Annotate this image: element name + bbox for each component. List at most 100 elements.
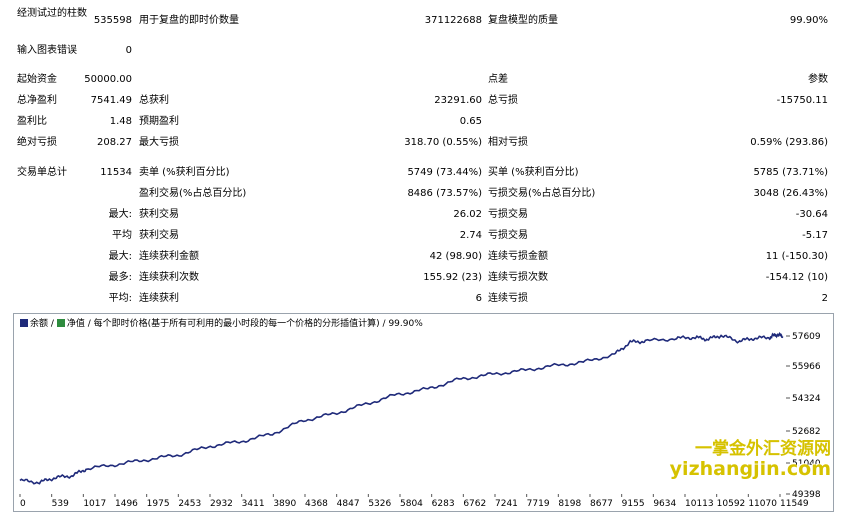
balance-chart-panel[interactable]: 余额 / 净值 / 每个即时价格(基于所有可利用的最小时段的每一个价格的分形插值… bbox=[13, 313, 834, 512]
x-tick-label: 9634 bbox=[653, 499, 676, 509]
y-tick-label: 57609 bbox=[792, 332, 821, 342]
x-tick-label: 6283 bbox=[432, 499, 455, 509]
y-tick-label: 55966 bbox=[792, 362, 821, 372]
quality-label: 复盘模型的质量 bbox=[488, 15, 558, 26]
watermark-line-2: yizhangjin.com bbox=[669, 458, 831, 480]
net-profit-value: 7541.49 bbox=[90, 95, 132, 106]
mismatch-value: 0 bbox=[125, 45, 132, 56]
max-consec-loss-count-label: 连续亏损次数 bbox=[488, 272, 548, 283]
stats-row-factor: 盈利比 1.48 预期盈利 0.65 bbox=[0, 111, 845, 132]
average-loss-label: 亏损交易 bbox=[488, 230, 528, 241]
initial-deposit-value: 50000.00 bbox=[84, 74, 132, 85]
balance-series-line bbox=[19, 331, 784, 485]
stats-row-average: 平均 获利交易 2.74 亏损交易 -5.17 bbox=[0, 225, 845, 246]
avg-prefix: 平均: bbox=[108, 293, 132, 304]
x-tick-label: 9155 bbox=[622, 499, 645, 509]
x-tick-label: 8198 bbox=[558, 499, 581, 509]
y-tick-label: 51040 bbox=[792, 459, 821, 469]
stats-row-largest: 最大: 获利交易 26.02 亏损交易 -30.64 bbox=[0, 204, 845, 225]
max-consec-wins-money-value: 42 (98.90) bbox=[429, 251, 482, 262]
x-tick-label: 5804 bbox=[400, 499, 423, 509]
largest-profit-value: 26.02 bbox=[453, 209, 482, 220]
summary-row-2: 输入图表错误 0 bbox=[0, 40, 845, 61]
expected-payoff-label: 预期盈利 bbox=[139, 116, 179, 127]
stats-row-drawdown: 绝对亏损 208.27 最大亏损 318.70 (0.55%) 相对亏损 0.5… bbox=[0, 132, 845, 153]
stats-row-most-consec: 最多: 连续获利次数 155.92 (23) 连续亏损次数 -154.12 (1… bbox=[0, 267, 845, 288]
profit-trades-value: 8486 (73.57%) bbox=[407, 188, 482, 199]
gross-profit-value: 23291.60 bbox=[434, 95, 482, 106]
legend-sep-3: / bbox=[382, 319, 386, 329]
short-label: 卖单 (%获利百分比) bbox=[139, 167, 230, 178]
stats-row-profit-trades: 盈利交易(%占总百分比) 8486 (73.57%) 亏损交易(%占总百分比) … bbox=[0, 183, 845, 204]
largest-loss-value: -30.64 bbox=[795, 209, 828, 220]
x-tick-label: 1017 bbox=[83, 499, 106, 509]
y-tick-label: 52682 bbox=[792, 427, 821, 437]
profit-factor-label: 盈利比 bbox=[17, 116, 47, 127]
max-drawdown-value: 318.70 (0.55%) bbox=[404, 137, 482, 148]
initial-deposit-label: 起始资金 bbox=[17, 74, 57, 85]
max-consec-loss-count-value: -154.12 (10) bbox=[765, 272, 828, 283]
x-tick-label: 7719 bbox=[527, 499, 550, 509]
max-consec-wins-money-label: 连续获利金额 bbox=[139, 251, 199, 262]
avg-consec-losses-value: 2 bbox=[821, 293, 828, 304]
x-tick-label: 7241 bbox=[495, 499, 518, 509]
x-tick-label: 1975 bbox=[147, 499, 170, 509]
watermark-line-1: 一掌金外汇资源网 bbox=[695, 439, 831, 459]
spread-label: 点差 bbox=[488, 74, 508, 85]
x-tick-label: 0 bbox=[20, 499, 26, 509]
long-label: 买单 (%获利百分比) bbox=[488, 167, 579, 178]
legend-sep-2: / bbox=[87, 319, 91, 329]
x-tick-label: 539 bbox=[52, 499, 69, 509]
rel-drawdown-label: 相对亏损 bbox=[488, 137, 528, 148]
loss-trades-label: 亏损交易(%占总百分比) bbox=[488, 188, 596, 199]
ticks-label: 用于复盘的即时价数量 bbox=[139, 15, 239, 26]
most-prefix: 最多: bbox=[108, 272, 132, 283]
avg-consec-wins-value: 6 bbox=[475, 293, 482, 304]
bars-tested-value: 535598 bbox=[93, 15, 132, 26]
x-tick-label: 2453 bbox=[178, 499, 201, 509]
chart-legend: 余额 / 净值 / 每个即时价格(基于所有可利用的最小时段的每一个价格的分形插值… bbox=[20, 316, 423, 329]
abs-drawdown-value: 208.27 bbox=[97, 137, 132, 148]
x-tick-label: 10113 bbox=[685, 499, 714, 509]
max-consec-profit-count-label: 连续获利次数 bbox=[139, 272, 199, 283]
profit-trades-label: 盈利交易(%占总百分比) bbox=[139, 188, 247, 199]
x-tick-label: 10592 bbox=[717, 499, 746, 509]
quality-value: 99.90% bbox=[789, 15, 828, 26]
summary-row-1: 经测试过的柱数 535598 用于复盘的即时价数量 371122688 复盘模型… bbox=[0, 4, 845, 36]
max-consec-profit-count-value: 155.92 (23) bbox=[423, 272, 482, 283]
largest-profit-label: 获利交易 bbox=[139, 209, 179, 220]
ticks-value: 371122688 bbox=[424, 15, 482, 26]
x-tick-label: 2932 bbox=[210, 499, 233, 509]
legend-balance: 余额 bbox=[30, 319, 49, 329]
stats-row-profit: 总净盈利 7541.49 总获利 23291.60 总亏损 -15750.11 bbox=[0, 90, 845, 111]
x-tick-label: 1496 bbox=[115, 499, 138, 509]
y-tick-label: 54324 bbox=[792, 394, 821, 404]
x-tick-label: 6762 bbox=[463, 499, 486, 509]
balance-chart: 57609 55966 54324 52682 51040 49398 0 539 1017 1… bbox=[19, 331, 821, 509]
gross-loss-label: 总亏损 bbox=[488, 95, 518, 106]
x-tick-label: 4847 bbox=[337, 499, 360, 509]
legend-model: 每个即时价格(基于所有可利用的最小时段的每一个价格的分形插值计算) bbox=[93, 319, 380, 329]
y-tick-label: 49398 bbox=[792, 490, 821, 500]
legend-equity: 净值 bbox=[66, 319, 85, 329]
gross-loss-value: -15750.11 bbox=[776, 95, 828, 106]
legend-quality: 99.90% bbox=[388, 319, 423, 329]
total-trades-value: 11534 bbox=[100, 167, 132, 178]
average-loss-value: -5.17 bbox=[802, 230, 828, 241]
max-drawdown-label: 最大亏损 bbox=[139, 137, 179, 148]
stats-row-avg-consec: 平均: 连续获利 6 连续亏损 2 bbox=[0, 288, 845, 309]
legend-sep-1: / bbox=[50, 319, 54, 329]
average-prefix: 平均 bbox=[112, 230, 132, 241]
average-profit-value: 2.74 bbox=[459, 230, 482, 241]
largest-prefix: 最大: bbox=[108, 209, 132, 220]
short-value: 5749 (73.44%) bbox=[407, 167, 482, 178]
max-prefix: 最大: bbox=[108, 251, 132, 262]
avg-consec-wins-label: 连续获利 bbox=[139, 293, 179, 304]
x-tick-label: 3411 bbox=[242, 499, 265, 509]
profit-factor-value: 1.48 bbox=[109, 116, 132, 127]
balance-swatch bbox=[20, 319, 28, 327]
max-consec-losses-money-label: 连续亏损金额 bbox=[488, 251, 548, 262]
gross-profit-label: 总获利 bbox=[139, 95, 169, 106]
average-profit-label: 获利交易 bbox=[139, 230, 179, 241]
stats-row-trades: 交易单总计 11534 卖单 (%获利百分比) 5749 (73.44%) 买单… bbox=[0, 162, 845, 183]
